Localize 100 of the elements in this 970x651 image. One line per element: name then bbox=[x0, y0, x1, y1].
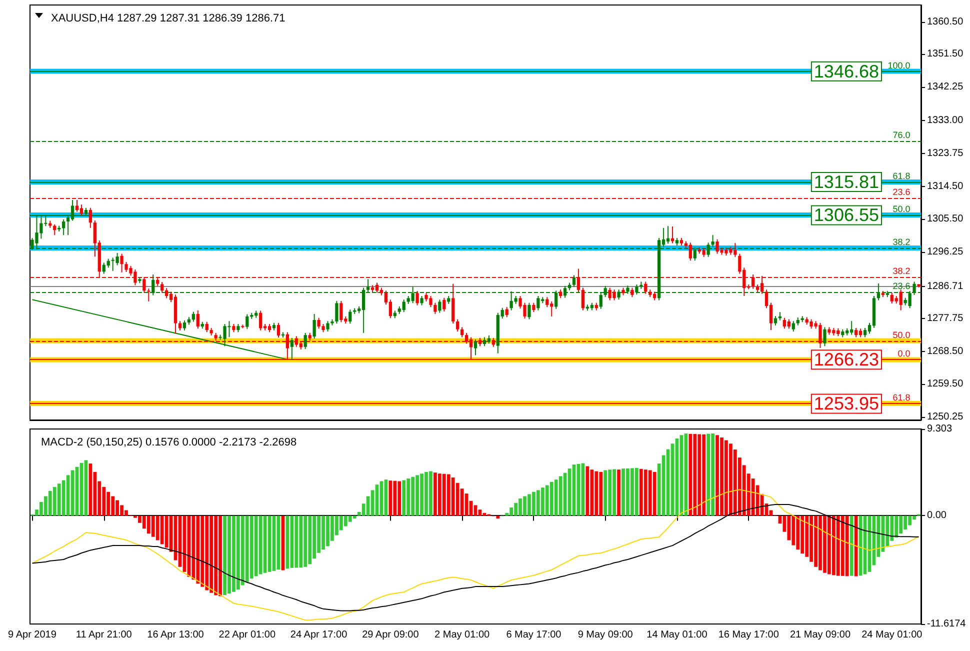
ref-line-label: 1315.81 bbox=[814, 172, 879, 192]
candlestick bbox=[688, 242, 692, 262]
bar bbox=[402, 480, 406, 516]
candlestick bbox=[290, 337, 294, 360]
y-tick-label: 9.303 bbox=[927, 424, 952, 434]
ref-line-label: 1266.23 bbox=[814, 350, 879, 370]
candlestick bbox=[546, 296, 549, 308]
x-tick-label: 9 May 09:00 bbox=[578, 630, 634, 640]
candlestick bbox=[120, 253, 124, 273]
bar bbox=[192, 516, 196, 580]
bar bbox=[617, 470, 620, 516]
candlestick bbox=[182, 320, 186, 331]
bar bbox=[688, 434, 692, 516]
candlestick bbox=[823, 326, 826, 347]
ref-line-label: 1346.68 bbox=[814, 61, 879, 82]
annotation: 0.0 bbox=[898, 348, 910, 359]
candlestick bbox=[630, 287, 634, 298]
candlestick bbox=[572, 274, 576, 288]
candlestick bbox=[196, 310, 200, 330]
bar bbox=[850, 516, 854, 576]
candlestick bbox=[612, 289, 616, 301]
y-tick-label: 1305.50 bbox=[927, 213, 964, 224]
x-tick-label: 6 May 17:00 bbox=[506, 630, 562, 640]
x-tick-label: 29 Apr 09:00 bbox=[362, 630, 420, 640]
bar bbox=[164, 516, 168, 548]
y-tick-label: 1342.25 bbox=[927, 82, 964, 93]
bar bbox=[258, 516, 262, 574]
candlestick bbox=[259, 310, 262, 331]
y-tick-label: 1314.50 bbox=[927, 181, 964, 192]
candlestick bbox=[666, 226, 670, 244]
bar bbox=[604, 470, 608, 516]
y-tick-label: 1360.50 bbox=[927, 16, 964, 28]
candlestick bbox=[863, 327, 867, 338]
candlestick bbox=[304, 332, 307, 350]
bar bbox=[554, 480, 558, 516]
candlestick bbox=[335, 300, 338, 324]
ref-line-label: 1306.55 bbox=[814, 205, 879, 226]
candlestick bbox=[460, 326, 464, 338]
x-tick-label: 22 Apr 01:00 bbox=[218, 630, 276, 640]
bar bbox=[352, 516, 356, 519]
y-tick-label: 1323.75 bbox=[927, 148, 964, 160]
y-tick-label: 1351.50 bbox=[927, 48, 964, 60]
candlestick bbox=[205, 321, 208, 333]
bar bbox=[276, 516, 280, 570]
candlestick bbox=[581, 287, 585, 311]
bar bbox=[652, 472, 656, 516]
candlestick bbox=[899, 289, 902, 311]
x-tick-label: 9 Apr 2019 bbox=[8, 630, 57, 640]
x-tick-label: 21 May 09:00 bbox=[790, 630, 851, 640]
x-tick-label: 11 Apr 21:00 bbox=[76, 630, 132, 640]
annotation: 38.2 bbox=[892, 266, 910, 276]
text: XAUUSD,H4 1287.29 1287.31 1286.39 1286.71 bbox=[51, 12, 286, 24]
candlestick bbox=[474, 338, 478, 356]
bar bbox=[263, 516, 267, 573]
candlestick bbox=[348, 309, 352, 324]
candlestick bbox=[854, 327, 858, 338]
candlestick bbox=[438, 299, 442, 314]
candlestick bbox=[774, 316, 778, 326]
bar bbox=[290, 516, 294, 568]
candlestick bbox=[312, 313, 316, 340]
candlestick bbox=[416, 290, 419, 306]
annotation: 50.0 bbox=[892, 330, 910, 340]
x-tick-label: 16 May 17:00 bbox=[718, 630, 780, 640]
candlestick bbox=[192, 311, 195, 322]
candlestick bbox=[792, 320, 795, 332]
candlestick bbox=[340, 300, 343, 323]
candlestick bbox=[246, 314, 249, 330]
candlestick bbox=[452, 283, 455, 324]
candlestick bbox=[528, 302, 531, 320]
candlestick bbox=[326, 320, 330, 332]
bar bbox=[854, 516, 858, 576]
annotation: 50.0 bbox=[892, 204, 910, 214]
candlestick bbox=[402, 299, 406, 313]
y-tick-label: 1296.25 bbox=[927, 246, 964, 258]
candlestick bbox=[782, 317, 786, 330]
candlestick bbox=[375, 282, 379, 294]
annotation: 100.0 bbox=[888, 60, 910, 70]
bar bbox=[268, 516, 272, 572]
bar bbox=[272, 516, 276, 571]
y-tick-label: 1268.50 bbox=[927, 346, 964, 358]
candlestick bbox=[442, 297, 446, 312]
y-tick-label: 1333.00 bbox=[927, 114, 964, 126]
candlestick bbox=[75, 199, 79, 212]
text: MACD-2 (50,150,25) 0.1576 0.0000 -2.2173 -2.2698 bbox=[41, 436, 297, 448]
bar bbox=[286, 516, 290, 569]
x-tick-label: 24 May 01:00 bbox=[862, 630, 923, 640]
candlestick bbox=[644, 281, 648, 294]
bar bbox=[706, 434, 710, 516]
candlestick bbox=[787, 318, 790, 330]
candlestick bbox=[178, 320, 182, 331]
candlestick bbox=[147, 288, 150, 302]
x-tick-label: 24 Apr 17:00 bbox=[290, 630, 348, 640]
y-tick-label: 0.00 bbox=[927, 510, 947, 522]
bar bbox=[160, 516, 164, 544]
annotation: 76.0 bbox=[892, 130, 910, 140]
candlestick bbox=[164, 288, 168, 299]
bar bbox=[393, 480, 397, 516]
annotation: 61.8 bbox=[892, 171, 910, 181]
candlestick bbox=[532, 302, 536, 313]
y-tick-label: -11.6174 bbox=[927, 618, 966, 630]
